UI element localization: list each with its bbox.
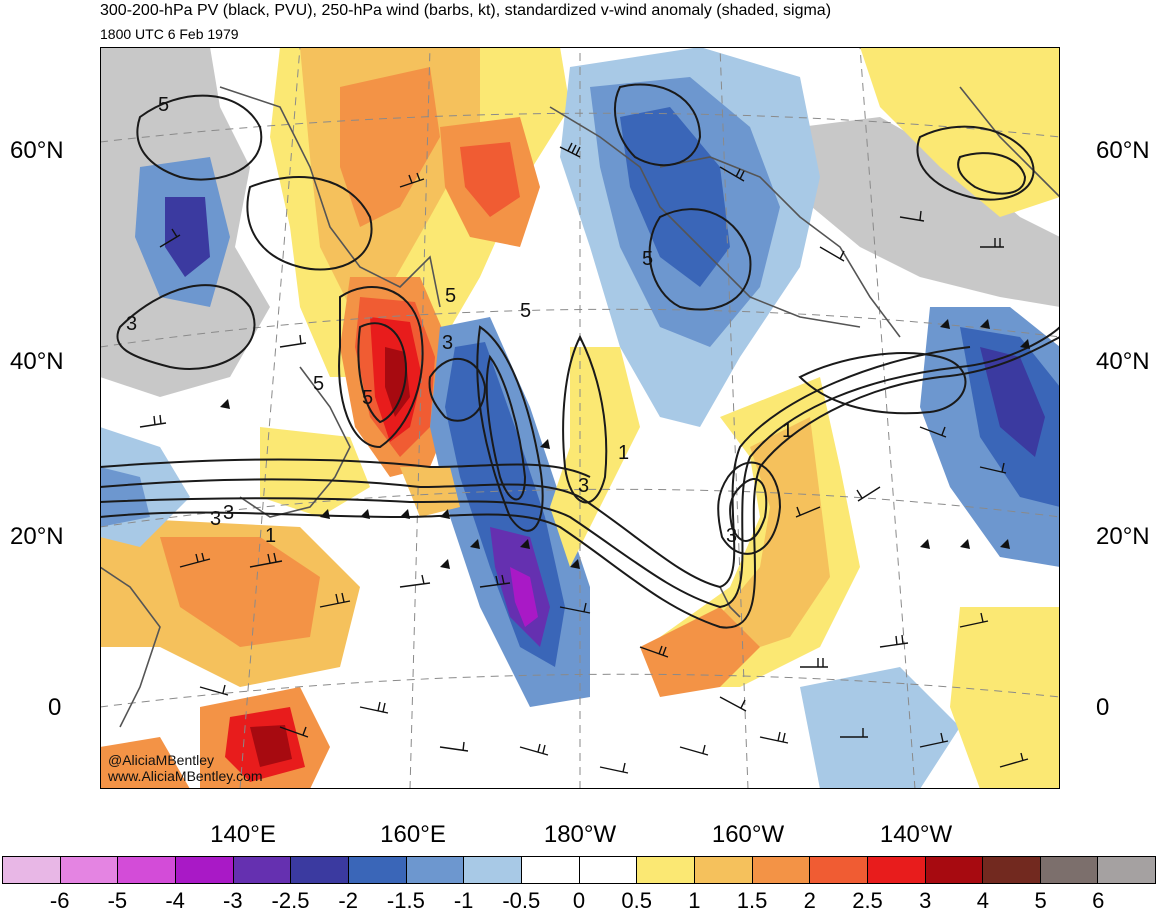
map-panel: 5 3 1 5 3 5 5 5 3 1 3 3 1 3 5	[100, 47, 1060, 789]
lat-label-eq-right: 0	[1096, 694, 1110, 721]
v-wind-anomaly-shading	[100, 47, 1060, 789]
colorbar-swatch	[637, 857, 695, 883]
colorbar-tick-label: 2	[803, 888, 816, 913]
colorbar-tick-label: -5	[107, 888, 128, 913]
pv-label: 1	[265, 525, 276, 547]
wind-barbs	[139, 142, 1029, 774]
colorbar-swatch	[867, 857, 926, 883]
colorbar-swatch	[521, 857, 580, 883]
colorbar-swatch	[694, 857, 753, 883]
colorbar-tick-label: 2.5	[852, 888, 883, 913]
colorbar-tick-label: -1.5	[386, 888, 425, 913]
pv-label: 1	[782, 420, 793, 442]
colorbar-swatch	[810, 857, 868, 883]
colorbar-swatch	[579, 857, 638, 883]
colorbar-swatch	[291, 857, 349, 883]
lat-label-20n-right: 20°N	[1096, 523, 1150, 550]
credit-website: www.AliciaMBentley.com	[108, 768, 263, 784]
lon-label-180w: 180°W	[543, 821, 617, 848]
colorbar-tick-label: 4	[976, 888, 990, 913]
pv-label: 5	[520, 300, 531, 322]
colorbar-swatch	[983, 857, 1041, 883]
pv-label: 5	[642, 248, 653, 270]
colorbar-swatch	[925, 857, 984, 883]
colorbar	[2, 856, 1156, 884]
colorbar-swatch	[1098, 857, 1156, 883]
colorbar-tick-label: -2	[338, 888, 358, 913]
pv-label: 3	[210, 508, 221, 530]
lat-label-20n-left: 20°N	[10, 523, 64, 550]
pv-label: 5	[362, 387, 373, 409]
pv-label: 3	[126, 313, 137, 335]
pv-contours	[100, 83, 1060, 629]
pv-label: 5	[158, 94, 169, 116]
colorbar-swatch	[464, 857, 522, 883]
colorbar-tick-label: -6	[49, 888, 70, 913]
colorbar-swatch	[3, 857, 61, 883]
map-canvas: 5 3 1 5 3 5 5 5 3 1 3 3 1 3 5	[100, 47, 1060, 789]
map-title: 300-200-hPa PV (black, PVU), 250-hPa win…	[100, 2, 832, 19]
pv-label: 1	[618, 442, 629, 464]
colorbar-tick-label: 1	[688, 888, 701, 913]
lon-label-160w: 160°W	[711, 821, 785, 848]
lon-label-140e: 140°E	[210, 821, 276, 848]
colorbar-swatch	[1040, 857, 1099, 883]
colorbar-tick-label: -3	[223, 888, 243, 913]
colorbar-tick-label: -1	[453, 888, 474, 913]
lon-label-140w: 140°W	[879, 821, 953, 848]
colorbar-tick-label: 6	[1092, 888, 1105, 913]
colorbar-tick-label: 5	[1034, 888, 1047, 913]
colorbar-swatch	[406, 857, 465, 883]
colorbar-swatch	[60, 857, 119, 883]
map-subtitle: 1800 UTC 6 Feb 1979	[100, 26, 239, 42]
credit-handle: @AliciaMBentley	[108, 752, 215, 768]
colorbar-tick-label: -2.5	[271, 888, 310, 913]
colorbar-tick-label: -4	[165, 888, 185, 913]
colorbar-tick-label: -0.5	[502, 888, 541, 913]
pv-contour-labels: 5 3 1 5 3 5 5 5 3 1 3 3 1 3 5	[126, 94, 793, 547]
colorbar-tick-label: 0	[572, 888, 586, 913]
lat-label-eq-left: 0	[48, 694, 62, 721]
colorbar-swatch	[233, 857, 292, 883]
colorbar-tick-label: 3	[919, 888, 932, 913]
pv-label: 3	[578, 475, 589, 497]
colorbar-swatch	[175, 857, 234, 883]
pv-label: 3	[223, 502, 234, 524]
wind-pennants	[220, 319, 1030, 569]
lon-label-160e: 160°E	[380, 821, 446, 848]
lat-label-60n-right: 60°N	[1096, 137, 1150, 164]
pv-label: 3	[726, 525, 737, 547]
colorbar-swatch	[348, 857, 407, 883]
lat-label-40n-left: 40°N	[10, 348, 64, 375]
credit-block: @AliciaMBentley www.AliciaMBentley.com	[108, 752, 263, 784]
coastlines	[100, 86, 1060, 728]
colorbar-swatch	[118, 857, 176, 883]
graticule	[100, 47, 1060, 789]
colorbar-swatch	[752, 857, 811, 883]
colorbar-tick-label: 1.5	[736, 888, 768, 913]
colorbar-tick-label: 0.5	[621, 888, 652, 913]
pv-label: 5	[445, 285, 456, 307]
map-frame	[100, 47, 1060, 789]
lat-label-40n-right: 40°N	[1096, 348, 1150, 375]
lat-label-60n-left: 60°N	[10, 137, 64, 164]
pv-label: 3	[442, 332, 453, 354]
pv-label: 5	[313, 373, 324, 395]
